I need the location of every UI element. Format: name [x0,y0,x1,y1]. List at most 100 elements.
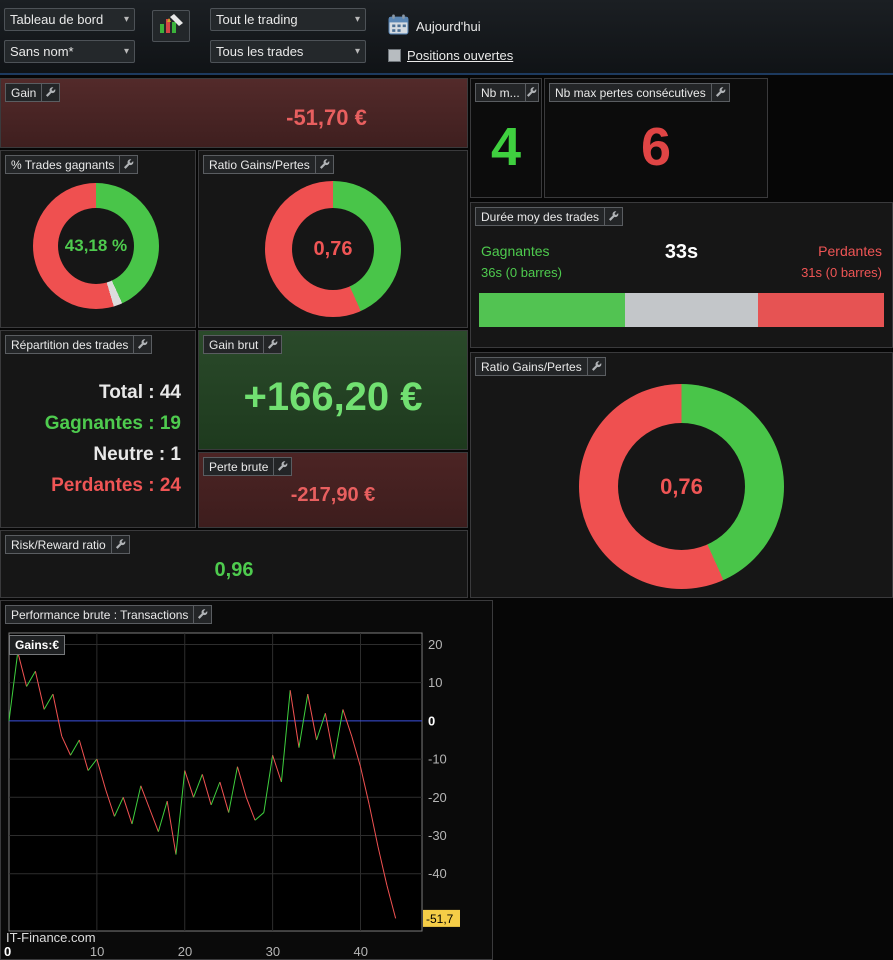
svg-text:10: 10 [90,944,104,959]
repartition-perdantes: Perdantes : 24 [51,475,181,496]
duree-moyenne-value: 33s [664,241,699,263]
svg-text:-10: -10 [428,752,447,767]
wrench-icon[interactable] [586,358,605,375]
panel-header-perte-brute: Perte brute [203,457,293,476]
risk-reward-value: 0,96 [214,558,254,581]
wrench-icon[interactable] [524,84,538,101]
panel-title: Répartition des trades [11,338,129,352]
repartition-neutre: Neutre : 1 [93,444,181,465]
panel-title: Gain brut [209,338,259,352]
pct-gagnants-value: 43,18 % [58,208,134,284]
svg-text:-30: -30 [428,828,447,843]
trades-filter-label: Tous les trades [216,44,304,59]
perdantes-detail: 31s (0 barres) [801,265,882,280]
layout-name-label: Sans nom* [10,44,74,59]
panel-ratio-gains-pertes: Ratio Gains/Pertes 0,76 [198,150,468,328]
date-range-button[interactable]: Aujourd'hui [388,14,481,38]
panel-header-ratio-small: Ratio Gains/Pertes [203,155,334,174]
svg-text:0: 0 [4,944,11,959]
calendar-icon [388,14,409,38]
date-range-label: Aujourd'hui [416,18,481,34]
layout-name-select[interactable]: Sans nom* ▾ [4,40,135,63]
svg-text:-40: -40 [428,866,447,881]
performance-chart-svg: 20 10 0 -10 -20 -30 -40 0 10 20 30 40 IT-Finance.com… [4,632,460,959]
chevron-down-icon: ▾ [354,46,360,57]
panel-title: Ratio Gains/Pertes [481,360,582,374]
wrench-icon[interactable] [710,84,729,101]
ratio-small-value: 0,76 [292,208,374,290]
panel-title: Risk/Reward ratio [11,538,106,552]
perdantes-label: Perdantes [818,243,882,259]
repartition-gagnantes: Gagnantes : 19 [44,413,181,434]
panel-header-gain: Gain [5,83,61,102]
panel-gain-brut: Gain brut +166,20 € [198,330,468,450]
open-positions-checkbox[interactable] [388,49,401,62]
panel-title: Performance brute : Transactions [11,608,189,622]
svg-text:10: 10 [428,675,442,690]
panel-header-ratio-big: Ratio Gains/Pertes [475,357,606,376]
panel-title: Nb m... [481,86,520,100]
panel-title: Nb max pertes consécutives [555,86,706,100]
duree-stacked-bar [479,293,884,327]
panel-title: Ratio Gains/Pertes [209,158,310,172]
svg-text:0: 0 [428,713,435,728]
panel-header-performance: Performance brute : Transactions [5,605,213,624]
repartition-total: Total : 44 [99,382,181,403]
panel-nb-max-pertes: Nb max pertes consécutives 6 [544,78,768,198]
wrench-icon[interactable] [314,156,333,173]
panel-repartition: Répartition des trades Total : 44 Gagnan… [0,330,196,528]
svg-text:-51,7: -51,7 [426,912,454,926]
dashboard-type-label: Tableau de bord [10,12,104,27]
panel-title: Durée moy des trades [481,210,600,224]
chevron-down-icon: ▾ [123,46,129,57]
panel-header-risk-reward: Risk/Reward ratio [5,535,130,554]
wrench-icon[interactable] [263,336,281,353]
panel-perte-brute: Perte brute -217,90 € [198,452,468,528]
wrench-icon[interactable] [41,84,59,101]
panel-header-nb-max-pertes: Nb max pertes consécutives [549,83,730,102]
panel-header-pct-gagnants: % Trades gagnants [5,155,139,174]
panel-pct-trades-gagnants: % Trades gagnants 43,18 % [0,150,196,328]
duree-details-row: 36s (0 barres) 31s (0 barres) [481,265,882,285]
svg-text:-20: -20 [428,790,447,805]
svg-text:IT-Finance.com: IT-Finance.com [6,930,96,945]
gagnantes-detail: 36s (0 barres) [481,265,562,280]
panel-performance: Performance brute : Transactions Gains:€… [0,600,493,960]
trades-filter-select[interactable]: Tous les trades ▾ [210,40,366,63]
panel-title: Gain [11,86,37,100]
gagnantes-label: Gagnantes [481,243,550,259]
wrench-icon[interactable] [273,458,291,475]
panel-ratio-gains-pertes-big: Ratio Gains/Pertes 0,76 [470,352,893,598]
ratio-big-value: 0,76 [618,423,745,550]
svg-text:20: 20 [428,637,442,652]
series-label-chip: Gains:€ [9,635,66,655]
wrench-icon[interactable] [119,156,137,173]
wrench-icon[interactable] [133,336,151,353]
chevron-down-icon: ▾ [354,14,360,25]
open-positions-toggle[interactable]: Positions ouvertes [388,48,513,63]
svg-text:40: 40 [353,944,367,959]
wrench-icon[interactable] [604,208,622,225]
chart-edit-icon [157,12,185,41]
panel-gain: Gain -51,70 € [0,78,468,148]
trading-scope-label: Tout le trading [216,12,298,27]
panel-nb-max-gains: Nb m... 4 [470,78,542,198]
pct-gagnants-donut: 43,18 % [33,183,159,309]
wrench-icon[interactable] [193,606,211,623]
panel-title: Perte brute [209,460,269,474]
nb-max-gains-value: 4 [490,117,522,177]
trading-scope-select[interactable]: Tout le trading ▾ [210,8,366,31]
gain-value: -51,70 € [286,105,367,130]
nb-max-pertes-value: 6 [640,117,672,177]
perte-brute-value: -217,90 € [290,483,376,506]
open-positions-label: Positions ouvertes [407,48,514,63]
ratio-big-donut: 0,76 [579,384,784,589]
dashboard-type-select[interactable]: Tableau de bord ▾ [4,8,135,31]
panel-header-repartition: Répartition des trades [5,335,153,354]
svg-text:20: 20 [178,944,192,959]
repartition-rows: Total : 44 Gagnantes : 19 Neutre : 1 Per… [45,377,181,501]
wrench-icon[interactable] [110,536,129,553]
duree-labels-row: Gagnantes 33s Perdantes [481,241,882,265]
edit-dashboard-button[interactable] [152,10,190,42]
